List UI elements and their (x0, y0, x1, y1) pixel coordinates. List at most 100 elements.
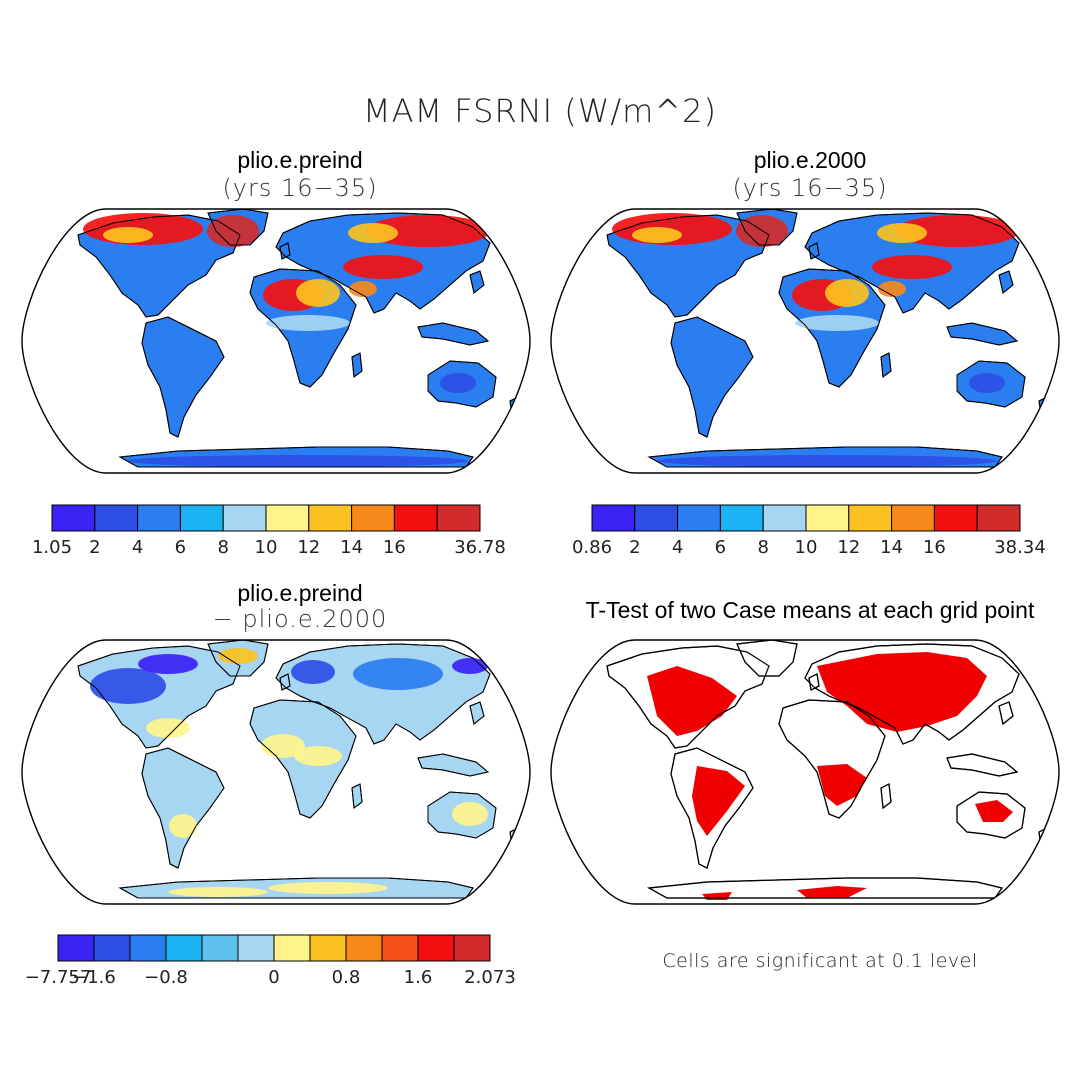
field-anomaly (452, 802, 488, 826)
colorbar-tick-label: 0.8 (332, 967, 361, 988)
map-panel-2000 (550, 208, 1060, 474)
colorbar-swatch (933, 504, 978, 532)
colorbar-tick-label: 8 (757, 537, 768, 558)
map-frame (21, 639, 531, 905)
colorbar-tick-label: 4 (132, 537, 143, 558)
colorbar-preind: 1.05 2 4 6 8 10 12 14 16 36.78 (32, 504, 506, 558)
colorbar-swatch (222, 504, 267, 532)
colorbar-tick-label: 2 (629, 537, 640, 558)
colorbar-tick-label: 8 (217, 537, 228, 558)
colorbar-tick-label: 36.78 (454, 537, 506, 558)
field-anomaly (440, 373, 476, 393)
colorbar-tick-label: 2.073 (464, 967, 516, 988)
field-anomaly (632, 227, 682, 243)
colorbar-swatch (179, 504, 224, 532)
map-panel-difference (21, 639, 531, 905)
colorbar-swatch (265, 504, 310, 532)
colorbar-tick-label: 12 (297, 537, 320, 558)
colorbar-swatch (393, 504, 438, 532)
field-anomaly (294, 746, 342, 766)
colorbar-tick-label: 16 (923, 537, 946, 558)
field-anomaly (291, 660, 335, 684)
colorbar-swatch (634, 504, 679, 532)
colorbar-tick-label: 1.05 (32, 537, 72, 558)
colorbar-difference: −7.757−1.6 −0.8 0 0.8 1.6 2.073 (25, 934, 516, 988)
significant-region (692, 766, 745, 836)
panel-2-subtitle: (yrs 16−35) (732, 174, 888, 202)
colorbar-2000: 0.86 2 4 6 8 10 12 14 16 38.34 (572, 504, 1046, 558)
field-anomaly (296, 279, 340, 307)
colorbar-tick-label: 14 (880, 537, 903, 558)
colorbar-swatch (381, 934, 419, 962)
colorbar-tick-label: −1.6 (72, 967, 116, 988)
field-anomaly (349, 281, 377, 297)
colorbar-swatch (453, 934, 491, 962)
colorbar-tick-label: 6 (715, 537, 726, 558)
colorbar-swatch (129, 934, 167, 962)
panel-1-subtitle: (yrs 16−35) (222, 174, 378, 202)
colorbar-swatch (848, 504, 893, 532)
significant-region (817, 764, 867, 806)
map-frame (550, 639, 1060, 905)
colorbar-swatch (94, 504, 139, 532)
panel-3-name: plio.e.preind (237, 580, 363, 606)
colorbar-swatch (309, 934, 347, 962)
colorbar-swatch (308, 504, 353, 532)
field-anomaly (452, 658, 488, 674)
field-anomaly (266, 315, 350, 331)
field-anomaly (895, 215, 1019, 247)
field-anomaly (353, 658, 443, 690)
map-panel-ttest (550, 639, 1060, 905)
panel-2-name: plio.e.2000 (753, 147, 867, 173)
field-anomaly (366, 215, 490, 247)
colorbar-tick-label: 6 (175, 537, 186, 558)
colorbar-tick-label: 12 (837, 537, 860, 558)
colorbar-swatch (345, 934, 383, 962)
colorbar-swatch (351, 504, 395, 532)
field-anomaly (877, 223, 927, 243)
colorbar-swatch (57, 934, 95, 962)
colorbar-swatch (677, 504, 721, 532)
field-anomaly (169, 814, 197, 838)
panel-1-name: plio.e.preind (237, 147, 363, 173)
colorbar-swatch (237, 934, 275, 962)
field-anomaly (218, 648, 258, 664)
colorbar-tick-label: −0.8 (144, 967, 188, 988)
colorbar-swatch (805, 504, 850, 532)
colorbar-tick-label: 10 (795, 537, 818, 558)
colorbar-swatch (417, 934, 455, 962)
map-panel-preind (21, 208, 531, 474)
colorbar-tick-label: 10 (255, 537, 278, 558)
colorbar-tick-label: 38.34 (994, 537, 1046, 558)
field-anomaly (146, 718, 190, 738)
field-anomaly (343, 255, 423, 279)
field-anomaly (103, 227, 153, 243)
field-anomaly (872, 255, 952, 279)
field-anomaly (90, 668, 166, 704)
colorbar-swatch (591, 504, 636, 532)
colorbar-swatch (165, 934, 203, 962)
colorbar-swatch (719, 504, 764, 532)
significant-region (797, 886, 867, 898)
colorbar-swatch (891, 504, 935, 532)
field-anomaly (128, 455, 468, 467)
colorbar-swatch (436, 504, 481, 532)
field-anomaly (969, 373, 1005, 393)
colorbar-swatch (273, 934, 311, 962)
field-anomaly (795, 315, 879, 331)
panel-3-subtitle: − plio.e.2000 (212, 605, 388, 633)
colorbar-tick-label: −7.757 (25, 967, 92, 988)
significant-region (817, 652, 987, 732)
colorbar-tick-label: 2 (89, 537, 100, 558)
colorbar-swatch (762, 504, 807, 532)
significance-note: Cells are significant at 0.1 level (662, 950, 978, 972)
colorbar-tick-label: 16 (383, 537, 406, 558)
field-anomaly (138, 654, 198, 674)
field-anomaly (825, 279, 869, 307)
panel-4-name: T-Test of two Case means at each grid po… (585, 597, 1035, 623)
field-anomaly (348, 223, 398, 243)
colorbar-swatch (93, 934, 131, 962)
colorbar-tick-label: 14 (340, 537, 363, 558)
colorbar-swatch (201, 934, 239, 962)
colorbar-tick-label: 0 (268, 967, 279, 988)
